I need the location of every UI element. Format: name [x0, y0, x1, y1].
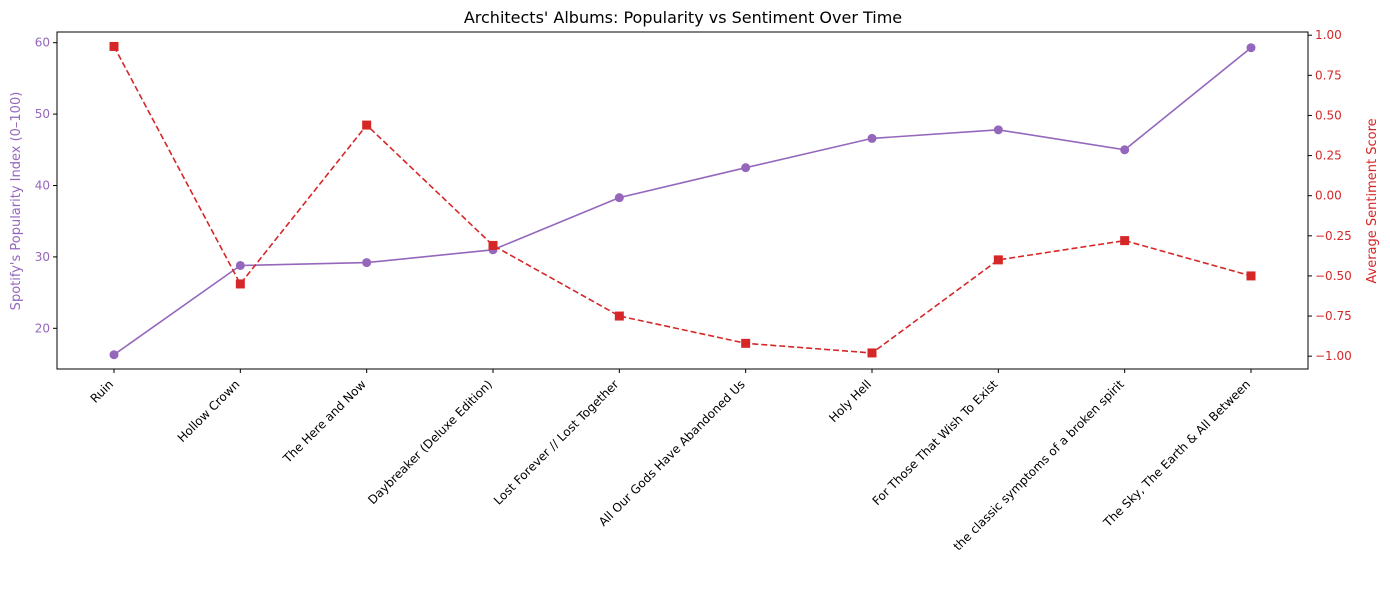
right-axis-tick-label: 0.50 [1315, 108, 1342, 122]
right-axis-tick-label: 1.00 [1315, 28, 1342, 42]
plot-frame [56, 31, 1309, 370]
series-point-square [614, 311, 624, 321]
left-axis-tick-label: 50 [35, 107, 50, 121]
series-point-square [235, 279, 245, 289]
series-point-square [362, 120, 372, 130]
right-axis-tick-label: −1.00 [1315, 349, 1352, 363]
right-axis-tick-label: 0.00 [1315, 189, 1342, 203]
series-point-circle [741, 163, 751, 173]
series-point-square [867, 348, 877, 358]
series-point-square [993, 255, 1003, 265]
x-axis-tick-label: The Here and Now [280, 377, 369, 466]
series-point-square [1246, 271, 1256, 281]
right-axis-tick-label: −0.25 [1315, 229, 1352, 243]
series-point-square [109, 41, 119, 51]
series-point-circle [235, 260, 245, 270]
x-axis-tick-label: Holy Hell [826, 377, 874, 425]
x-axis-tick-label: Ruin [88, 377, 117, 406]
series-point-circle [109, 350, 119, 360]
x-axis-tick-label: The Sky, The Earth & All Between [1100, 377, 1253, 530]
x-axis-tick-label: Lost Forever // Lost Together [491, 377, 621, 507]
series-point-square [488, 240, 498, 250]
x-axis-tick-label: For Those That Wish To Exist [870, 377, 1001, 508]
series-point-circle [993, 125, 1003, 135]
series-point-circle [362, 258, 372, 268]
chart-title: Architects' Albums: Popularity vs Sentim… [464, 8, 902, 27]
series-point-circle [614, 193, 624, 203]
x-axis-tick-label: All Our Gods Have Abandoned Us [596, 377, 748, 529]
series-point-circle [867, 133, 877, 143]
x-axis-tick-label: Hollow Crown [175, 377, 243, 445]
series-point-square [1120, 236, 1130, 246]
series-line-1 [113, 47, 1252, 356]
series-point-square [741, 338, 751, 348]
left-axis-tick-label: 60 [35, 36, 50, 50]
left-axis-tick-label: 20 [35, 321, 50, 335]
right-axis-tick-label: −0.50 [1315, 269, 1352, 283]
x-axis-tick-label: Daybreaker (Deluxe Edition) [365, 377, 495, 507]
left-axis-tick-label: 30 [35, 250, 50, 264]
series-line-2 [113, 46, 1252, 354]
right-axis-tick-label: 0.75 [1315, 68, 1342, 82]
right-axis-tick-label: 0.25 [1315, 149, 1342, 163]
series-point-circle [1120, 145, 1130, 155]
right-axis-tick-label: −0.75 [1315, 309, 1352, 323]
left-axis-tick-label: 40 [35, 179, 50, 193]
left-axis-label: Spotify's Popularity Index (0–100) [9, 92, 24, 311]
series-point-circle [1246, 43, 1256, 53]
plot-marks: 20 30 40 50 60 −1.00 −0.75 −0.50 −0.25 0.00 0.25 0.… [35, 28, 1352, 553]
right-axis-label: Average Sentiment Score [1365, 118, 1380, 283]
